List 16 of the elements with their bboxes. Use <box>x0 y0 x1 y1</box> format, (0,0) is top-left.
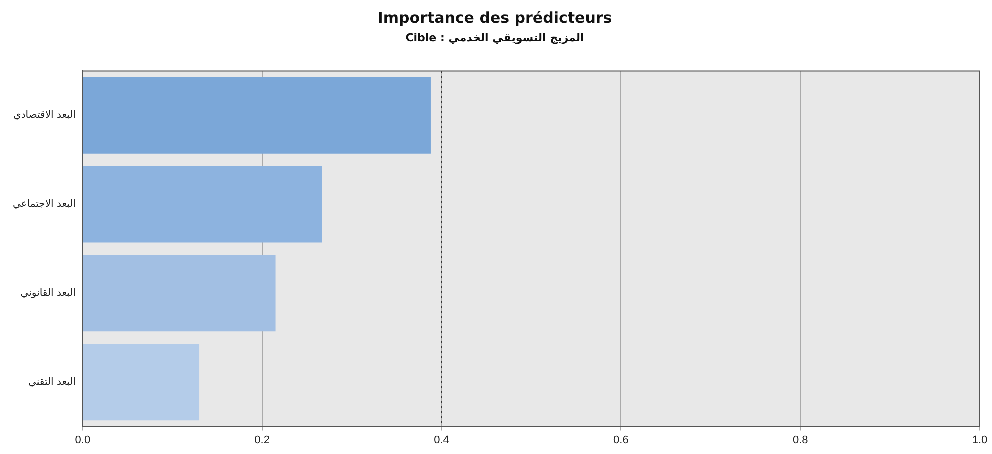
y-tick-label: البعد القانوني <box>20 288 76 300</box>
x-tick-label: 0.2 <box>254 434 270 446</box>
x-tick-label: 0.0 <box>75 434 91 446</box>
x-tick-label: 0.4 <box>434 434 450 446</box>
bar <box>83 77 431 154</box>
y-tick-label: البعد الاجتماعي <box>13 199 76 210</box>
chart-title: Importance des prédicteurs <box>378 8 612 27</box>
bar <box>83 166 322 243</box>
x-tick-label: 0.6 <box>614 434 629 446</box>
bar <box>83 344 200 421</box>
x-tick-label: 0.8 <box>792 434 808 446</box>
chart-subtitle: Cible : المزيج التسويقي الخدمي <box>406 31 584 44</box>
y-tick-label: البعد الاقتصادي <box>14 110 76 122</box>
y-tick-label: البعد التقني <box>28 376 76 388</box>
x-tick-label: 1.0 <box>972 434 988 446</box>
bar <box>83 255 276 332</box>
